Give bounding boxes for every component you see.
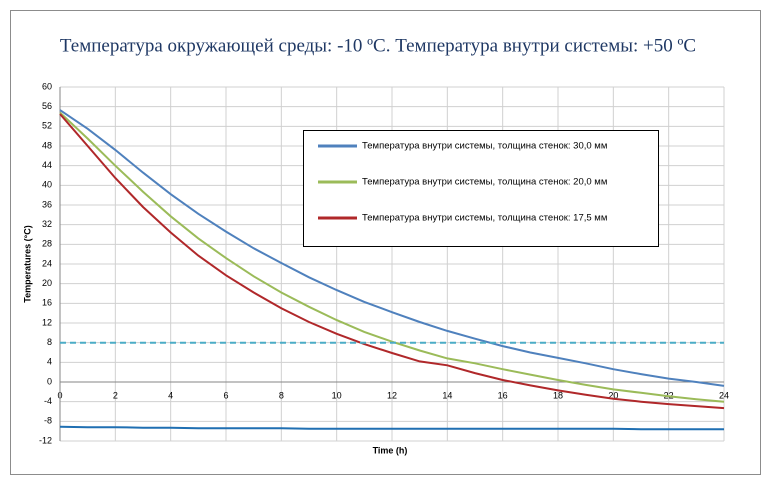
y-tick-label: 28 [42,239,52,249]
series-line [59,109,725,387]
y-tick-label: -12 [39,435,52,445]
x-tick-label: 6 [223,390,228,400]
y-tick-label: 32 [42,219,52,229]
y-tick-label: 60 [42,81,52,91]
series-line [59,425,724,431]
legend-box [303,130,659,247]
y-axis-title: Temperatures (°C) [22,225,32,302]
x-tick-label: 4 [168,390,173,400]
legend-label: Температура внутри системы, толщина стен… [362,213,607,224]
y-tick-label: 16 [42,298,52,308]
x-tick-label: 18 [553,390,563,400]
y-tick-label: 56 [42,101,52,111]
x-tick-label: 14 [442,390,452,400]
legend: Температура внутри системы, толщина стен… [303,130,659,247]
y-tick-label: 8 [47,337,52,347]
y-tick-label: 48 [42,140,52,150]
x-tick-label: 12 [387,390,397,400]
chart-title: Температура окружающей среды: -10 ºC. Те… [60,35,696,56]
y-tick-label: 24 [42,258,52,268]
legend-label: Температура внутри системы, толщина стен… [362,141,607,152]
y-tick-label: 12 [42,317,52,327]
legend-label: Температура внутри системы, толщина стен… [362,177,607,188]
x-tick-label: 20 [608,390,618,400]
x-tick-label: 10 [332,390,342,400]
y-tick-label: 4 [47,357,52,367]
x-tick-label: 16 [498,390,508,400]
y-tick-label: 36 [42,199,52,209]
y-tick-label: 44 [42,160,52,170]
x-axis-title: Time (h) [373,445,408,455]
y-tick-label: -4 [44,396,52,406]
y-tick-label: 40 [42,180,52,190]
y-tick-label: 52 [42,121,52,131]
y-tick-label: -8 [44,416,52,426]
x-tick-label: 24 [719,390,729,400]
series-line [59,113,725,410]
x-tick-label: 8 [279,390,284,400]
x-tick-label: 2 [113,390,118,400]
y-tick-label: 20 [42,278,52,288]
y-tick-label: 0 [47,376,52,386]
